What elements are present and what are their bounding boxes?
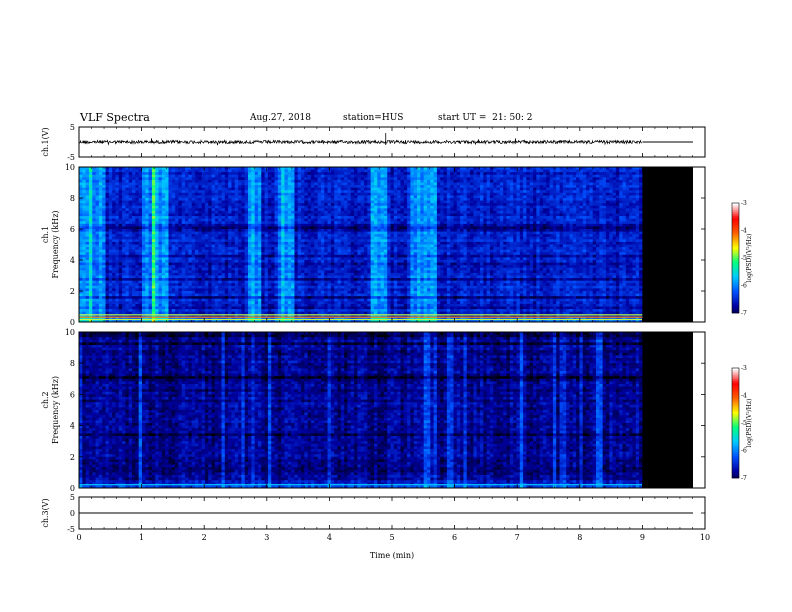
low-frequency-band (79, 319, 642, 320)
x-tick-label: 7 (515, 533, 520, 542)
low-frequency-band (79, 314, 642, 315)
x-tick-label: 6 (452, 533, 457, 542)
colorbar (732, 368, 739, 478)
y-tick-label: 6 (70, 225, 75, 234)
y-tick-label: 10 (65, 163, 75, 172)
y-tick-label: -5 (67, 525, 75, 534)
no-data-region (642, 167, 693, 322)
x-tick-label: 4 (327, 533, 332, 542)
x-tick-label: 5 (389, 533, 394, 542)
colorbar (732, 203, 739, 313)
waveform-ylabel: ch.3(V) (41, 498, 50, 527)
colorbar-tick-label: -6 (741, 283, 747, 290)
spectrogram-ylabel: Frequency (kHz) (51, 376, 60, 444)
y-tick-label: 10 (65, 328, 75, 337)
y-tick-label: 5 (70, 493, 75, 502)
colorbar-title: log(PSD)(V²/Hz) (746, 399, 753, 448)
x-tick-label: 9 (640, 533, 645, 542)
colorbar-tick-label: -4 (741, 228, 747, 235)
low-frequency-band (79, 484, 642, 485)
spectrogram-image (79, 332, 643, 488)
x-axis-title: Time (min) (370, 551, 414, 560)
spectrogram-ylabel: Frequency (kHz) (51, 210, 60, 278)
no-data-region (642, 332, 693, 488)
y-tick-label: 4 (70, 256, 75, 265)
waveform-ylabel: ch.1(V) (41, 127, 50, 156)
y-tick-label: 5 (70, 123, 75, 132)
colorbar-tick-label: -7 (741, 310, 747, 317)
low-frequency-band (79, 317, 642, 318)
colorbar-tick-label: -6 (741, 448, 747, 455)
channel-label: ch.2 (41, 391, 50, 408)
y-tick-label: 2 (70, 453, 75, 462)
channel-label: ch.1 (41, 226, 50, 243)
y-tick-label: 4 (70, 422, 75, 431)
y-tick-label: -5 (67, 153, 75, 162)
vlf-spectra-chart: 5-5ch.1(V)0246810ch.1 Frequency (kHz)-3-4… (0, 0, 792, 612)
x-tick-label: 2 (202, 533, 207, 542)
y-tick-label: 8 (70, 194, 75, 203)
x-tick-label: 10 (700, 533, 710, 542)
colorbar-tick-label: -3 (741, 365, 747, 372)
y-tick-label: 0 (70, 484, 75, 493)
x-tick-label: 8 (577, 533, 582, 542)
x-tick-label: 3 (264, 533, 269, 542)
y-tick-label: 6 (70, 390, 75, 399)
y-tick-label: 0 (70, 509, 75, 518)
colorbar-title: log(PSD)(V²/Hz) (746, 234, 753, 283)
y-tick-label: 8 (70, 359, 75, 368)
x-tick-label: 1 (139, 533, 144, 542)
x-tick-label: 0 (76, 533, 81, 542)
colorbar-tick-label: -7 (741, 475, 747, 482)
spectrogram-image (79, 167, 643, 322)
colorbar-tick-label: -3 (741, 200, 747, 207)
colorbar-tick-label: -4 (741, 393, 747, 400)
y-tick-label: 0 (70, 318, 75, 327)
y-tick-label: 2 (70, 287, 75, 296)
